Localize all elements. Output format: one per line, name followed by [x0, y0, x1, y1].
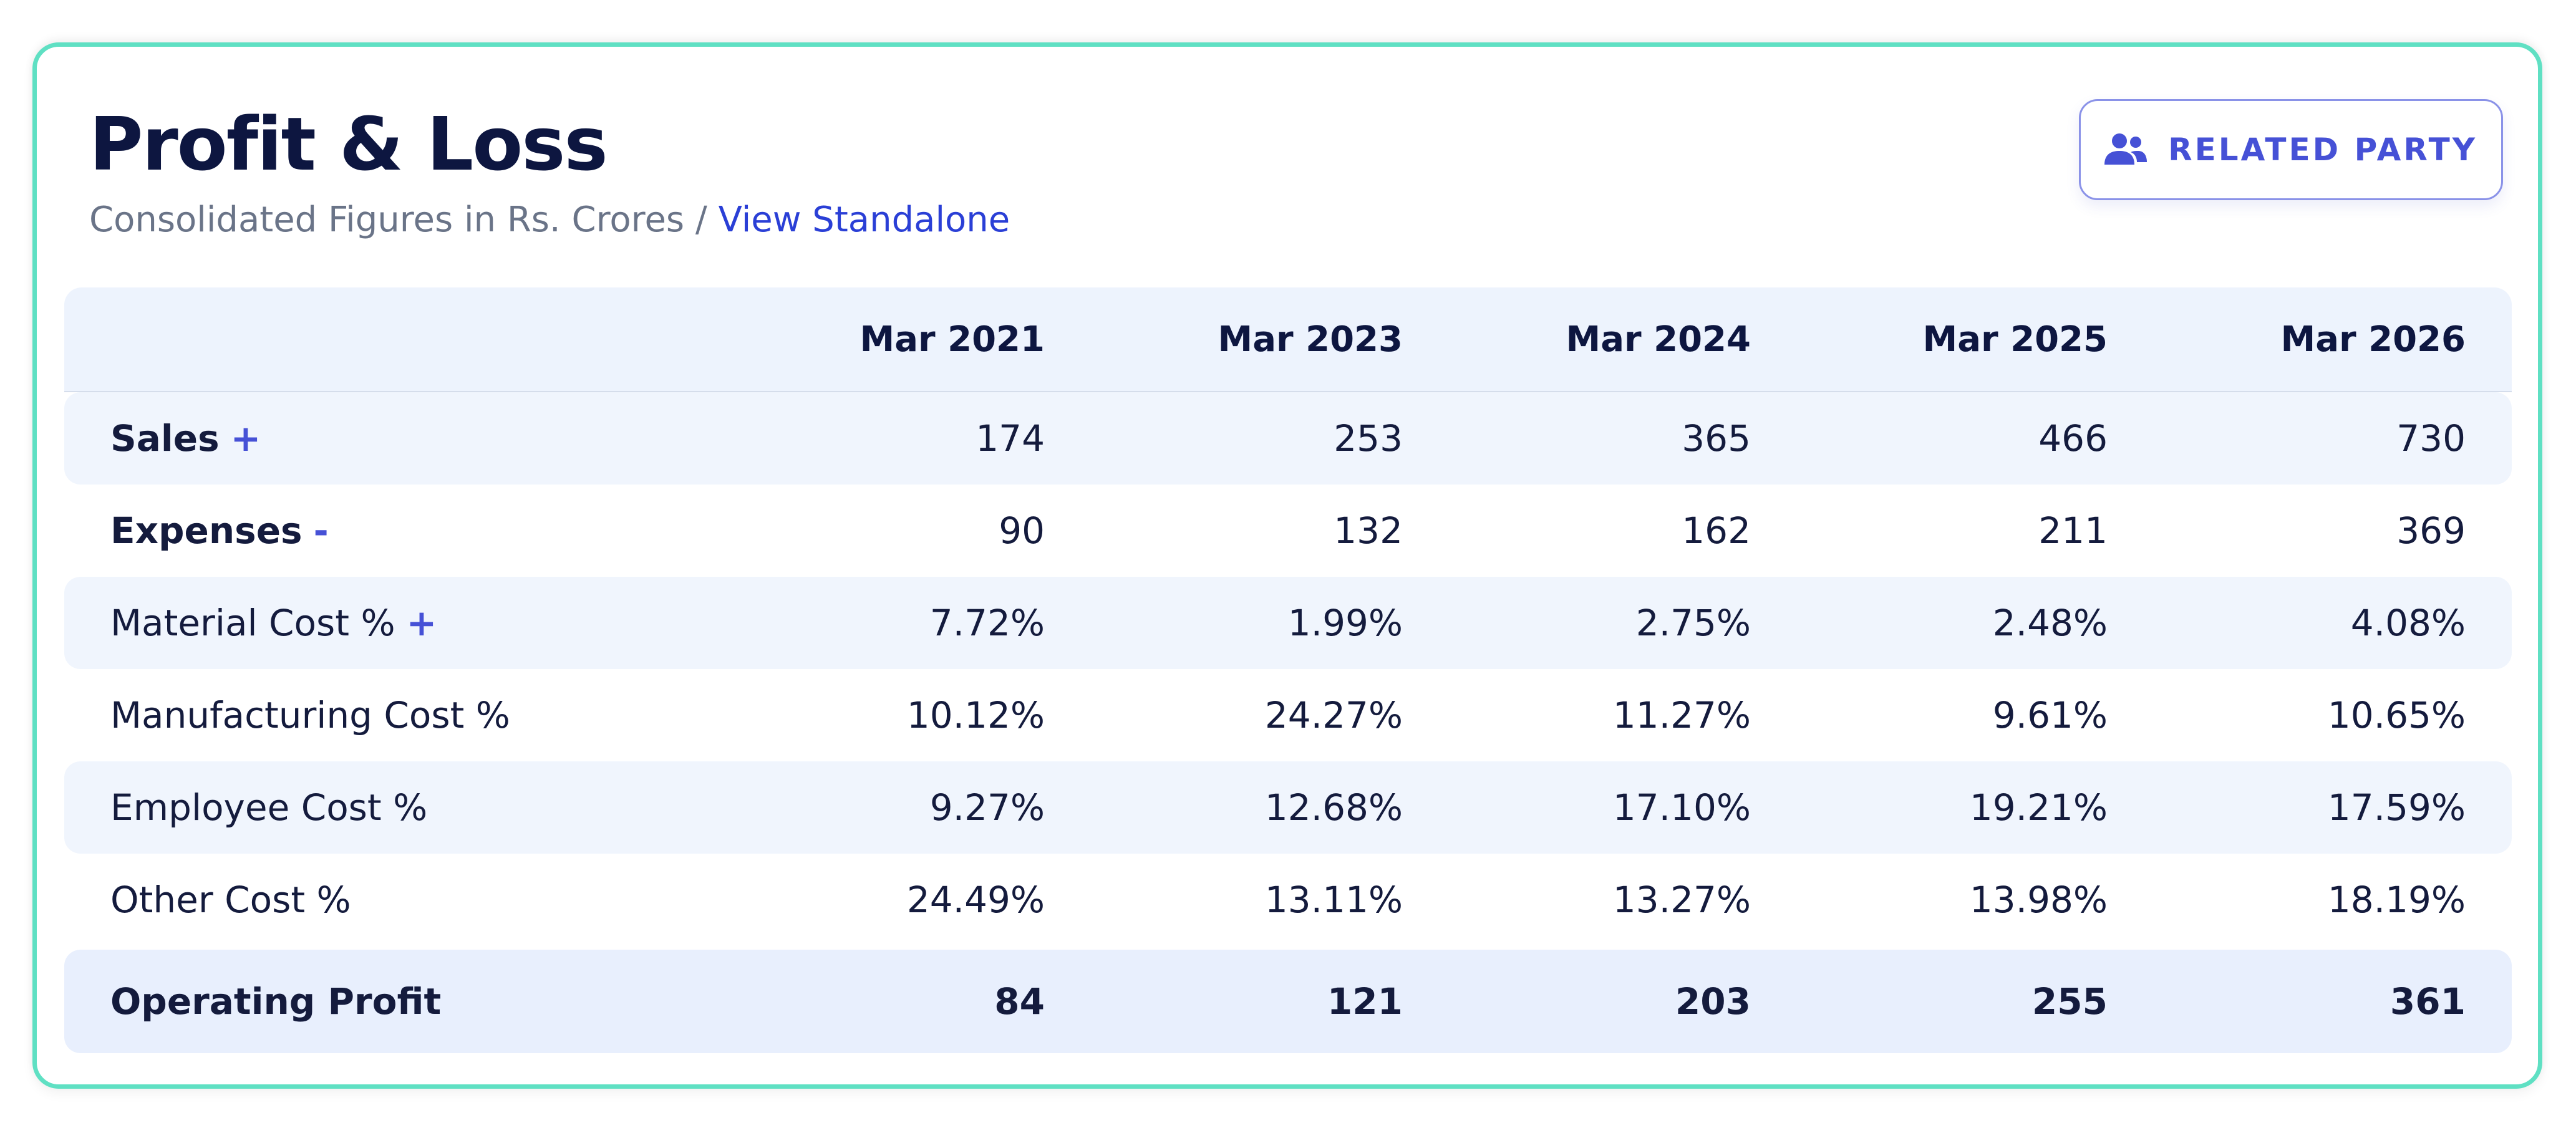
row-label-text: Sales	[110, 417, 220, 460]
table-cell: 4.08%	[2350, 602, 2466, 644]
table-cell: 13.27%	[1612, 879, 1751, 921]
row-label: Manufacturing Cost %	[110, 694, 510, 736]
row-label: Operating Profit	[110, 980, 442, 1023]
related-party-button[interactable]: RELATED PARTY	[2079, 99, 2503, 200]
row-label: Employee Cost %	[110, 786, 428, 829]
row-label-text: Expenses	[110, 509, 303, 552]
table-cell: 18.19%	[2327, 879, 2466, 921]
table-cell: 253	[1334, 417, 1403, 460]
table-cell: 466	[2038, 417, 2108, 460]
table-cell: 174	[976, 417, 1045, 460]
row-label: Expenses -	[110, 485, 329, 577]
table-cell: 10.65%	[2327, 694, 2466, 736]
table-cell: 19.21%	[1969, 786, 2108, 829]
table-header-row: Mar 2021 Mar 2023 Mar 2024 Mar 2025 Mar …	[64, 287, 2512, 392]
table-cell: 17.59%	[2327, 786, 2466, 829]
column-header: Mar 2025	[1922, 319, 2108, 360]
subtitle-separator: /	[695, 200, 707, 240]
table-cell: 2.75%	[1635, 602, 1751, 644]
table-row-operating-profit: Operating Profit 84 121 203 255 361	[64, 950, 2512, 1053]
table-row-sales: Sales + 174 253 365 466 730	[64, 392, 2512, 485]
table-cell: 365	[1682, 417, 1751, 460]
related-party-label: RELATED PARTY	[2168, 132, 2477, 168]
table-row-employee-cost: Employee Cost % 9.27% 12.68% 17.10% 19.2…	[64, 761, 2512, 854]
column-header: Mar 2021	[859, 319, 1045, 360]
table-row-material-cost: Material Cost % + 7.72% 1.99% 2.75% 2.48…	[64, 577, 2512, 669]
table-cell: 132	[1334, 509, 1403, 552]
row-label-text: Material Cost %	[110, 602, 395, 644]
table-row-manufacturing-cost: Manufacturing Cost % 10.12% 24.27% 11.27…	[64, 669, 2512, 761]
users-icon	[2104, 133, 2147, 165]
column-header: Mar 2024	[1566, 319, 1751, 360]
table-cell: 9.61%	[1992, 694, 2108, 736]
table-cell: 12.68%	[1264, 786, 1403, 829]
table-cell: 162	[1682, 509, 1751, 552]
row-label: Sales +	[110, 392, 261, 485]
table-cell: 84	[994, 980, 1045, 1023]
expand-toggle-button[interactable]: +	[406, 602, 437, 644]
column-header: Mar 2023	[1218, 319, 1403, 360]
table-row-other-cost: Other Cost % 24.49% 13.11% 13.27% 13.98%…	[64, 854, 2512, 946]
column-header: Mar 2026	[2280, 319, 2466, 360]
table-cell: 10.12%	[906, 694, 1045, 736]
table-cell: 255	[2031, 980, 2108, 1023]
row-label: Material Cost % +	[110, 577, 437, 669]
table-cell: 730	[2396, 417, 2466, 460]
table-cell: 17.10%	[1612, 786, 1751, 829]
collapse-toggle-button[interactable]: -	[313, 509, 329, 552]
table-cell: 9.27%	[929, 786, 1045, 829]
table-cell: 361	[2390, 980, 2466, 1023]
table-cell: 1.99%	[1287, 602, 1403, 644]
table-row-expenses: Expenses - 90 132 162 211 369	[64, 485, 2512, 577]
row-label: Other Cost %	[110, 879, 351, 921]
table-cell: 11.27%	[1612, 694, 1751, 736]
table-cell: 24.49%	[906, 879, 1045, 921]
table-cell: 2.48%	[1992, 602, 2108, 644]
table-cell: 369	[2396, 509, 2466, 552]
subtitle-text: Consolidated Figures in Rs. Crores	[89, 200, 685, 240]
table-cell: 13.11%	[1264, 879, 1403, 921]
table-cell: 211	[2038, 509, 2108, 552]
profit-loss-card: Profit & Loss Consolidated Figures in Rs…	[32, 42, 2542, 1089]
page-title: Profit & Loss	[89, 101, 608, 187]
table-cell: 7.72%	[929, 602, 1045, 644]
table-cell: 90	[999, 509, 1045, 552]
pl-table: Mar 2021 Mar 2023 Mar 2024 Mar 2025 Mar …	[64, 287, 2512, 1053]
view-standalone-link[interactable]: View Standalone	[718, 200, 1010, 240]
table-cell: 24.27%	[1264, 694, 1403, 736]
table-cell: 203	[1675, 980, 1751, 1023]
table-cell: 13.98%	[1969, 879, 2108, 921]
expand-toggle-button[interactable]: +	[230, 417, 261, 460]
table-cell: 121	[1327, 980, 1403, 1023]
subtitle: Consolidated Figures in Rs. Crores / Vie…	[89, 199, 1010, 241]
